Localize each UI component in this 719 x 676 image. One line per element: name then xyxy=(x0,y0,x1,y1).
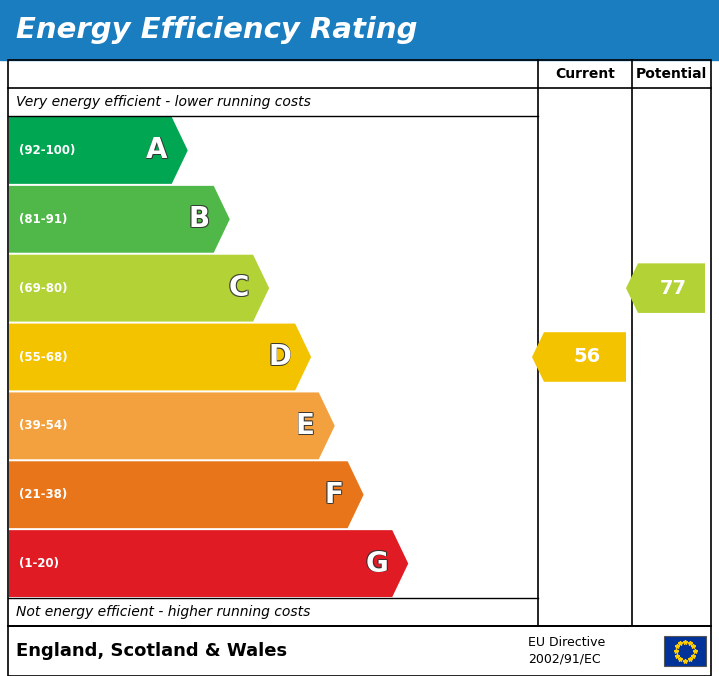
Text: A: A xyxy=(147,137,168,164)
Text: Potential: Potential xyxy=(636,67,707,81)
Text: B: B xyxy=(188,204,210,233)
Text: F: F xyxy=(325,481,344,510)
Text: G: G xyxy=(365,549,388,577)
Text: A: A xyxy=(145,136,167,164)
Text: E: E xyxy=(297,411,316,439)
Text: E: E xyxy=(295,412,314,441)
Text: G: G xyxy=(366,549,389,577)
Bar xyxy=(8,626,711,676)
Text: G: G xyxy=(365,550,388,577)
Text: D: D xyxy=(267,344,290,372)
Text: (55-68): (55-68) xyxy=(19,350,68,364)
Text: A: A xyxy=(146,136,168,164)
Text: A: A xyxy=(147,136,168,164)
Text: B: B xyxy=(189,204,211,233)
Text: C: C xyxy=(229,273,249,301)
Text: A: A xyxy=(146,137,168,165)
Polygon shape xyxy=(9,324,311,391)
Text: C: C xyxy=(229,273,250,301)
Text: A: A xyxy=(147,137,168,165)
Bar xyxy=(664,636,706,666)
Polygon shape xyxy=(532,332,626,382)
Polygon shape xyxy=(9,530,408,597)
Polygon shape xyxy=(626,264,705,313)
Text: EU Directive
2002/91/EC: EU Directive 2002/91/EC xyxy=(528,636,605,666)
Text: B: B xyxy=(188,206,210,233)
Bar xyxy=(8,60,711,626)
Text: G: G xyxy=(365,549,388,577)
Text: G: G xyxy=(365,550,388,579)
Text: E: E xyxy=(296,411,315,439)
Text: D: D xyxy=(267,343,290,371)
Text: C: C xyxy=(229,274,249,302)
Text: E: E xyxy=(295,412,314,440)
Text: C: C xyxy=(228,275,248,303)
Text: C: C xyxy=(229,275,249,303)
Text: E: E xyxy=(297,412,316,441)
Text: D: D xyxy=(269,343,292,371)
Text: D: D xyxy=(269,344,292,372)
Text: (39-54): (39-54) xyxy=(19,419,68,433)
Text: Energy Efficiency Rating: Energy Efficiency Rating xyxy=(16,16,418,44)
Text: G: G xyxy=(366,550,389,577)
Polygon shape xyxy=(9,255,269,322)
Text: E: E xyxy=(295,411,314,439)
Text: C: C xyxy=(228,274,248,302)
Text: F: F xyxy=(325,481,344,509)
Text: B: B xyxy=(189,206,211,234)
Text: F: F xyxy=(326,481,344,510)
Text: F: F xyxy=(324,481,343,509)
Bar xyxy=(0,0,719,60)
Text: Not energy efficient - higher running costs: Not energy efficient - higher running co… xyxy=(16,605,311,619)
Text: F: F xyxy=(324,480,343,508)
Text: B: B xyxy=(188,206,210,234)
Polygon shape xyxy=(9,186,230,253)
Text: C: C xyxy=(228,273,248,301)
Text: A: A xyxy=(145,137,167,165)
Text: D: D xyxy=(267,342,290,370)
Text: F: F xyxy=(326,481,344,509)
Text: B: B xyxy=(188,206,209,234)
Text: B: B xyxy=(189,206,211,233)
Text: Very energy efficient - lower running costs: Very energy efficient - lower running co… xyxy=(16,95,311,109)
Text: D: D xyxy=(268,344,291,372)
Polygon shape xyxy=(9,461,364,528)
Text: F: F xyxy=(326,480,344,508)
Text: D: D xyxy=(268,342,291,370)
Text: D: D xyxy=(268,343,291,371)
Text: 77: 77 xyxy=(660,279,687,297)
Text: 56: 56 xyxy=(573,347,600,366)
Text: (21-38): (21-38) xyxy=(19,488,68,501)
Text: E: E xyxy=(296,412,315,441)
Text: (81-91): (81-91) xyxy=(19,213,68,226)
Text: E: E xyxy=(297,412,316,440)
Text: (92-100): (92-100) xyxy=(19,144,75,157)
Text: C: C xyxy=(229,275,250,303)
Text: D: D xyxy=(269,342,292,370)
Text: B: B xyxy=(188,206,209,233)
Text: England, Scotland & Wales: England, Scotland & Wales xyxy=(16,642,287,660)
Text: A: A xyxy=(145,137,167,164)
Polygon shape xyxy=(9,117,188,184)
Text: A: A xyxy=(146,137,168,164)
Text: F: F xyxy=(325,480,344,508)
Text: G: G xyxy=(365,550,388,579)
Text: (1-20): (1-20) xyxy=(19,557,59,570)
Polygon shape xyxy=(9,393,335,459)
Text: E: E xyxy=(296,412,315,440)
Text: C: C xyxy=(229,274,250,302)
Text: B: B xyxy=(188,204,209,233)
Text: G: G xyxy=(366,550,389,579)
Text: Current: Current xyxy=(555,67,615,81)
Text: (69-80): (69-80) xyxy=(19,282,68,295)
Text: G: G xyxy=(365,550,388,577)
Text: F: F xyxy=(324,481,343,510)
